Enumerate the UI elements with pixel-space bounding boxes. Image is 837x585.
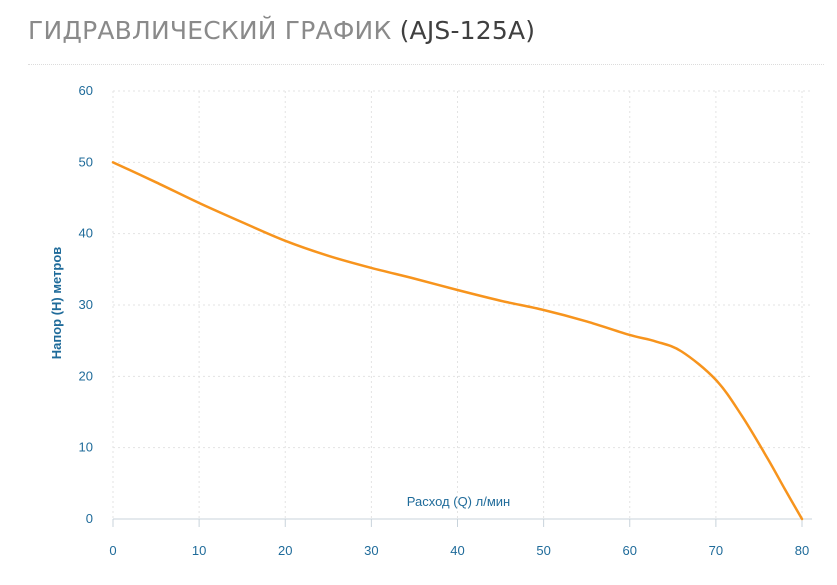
chart-title-model: (AJS-125A) [399, 16, 536, 45]
y-axis-label: Напор (H) метров [49, 247, 64, 360]
y-tick-label: 40 [79, 226, 93, 241]
y-tick-label: 50 [79, 154, 93, 169]
chart-title: ГИДРАВЛИЧЕСКИЙ ГРАФИК (AJS-125A) [28, 16, 535, 45]
series-line [111, 161, 804, 521]
x-tick-label: 40 [450, 543, 464, 558]
x-tick-label: 50 [536, 543, 550, 558]
x-tick-label: 60 [623, 543, 637, 558]
y-tick-label: 10 [79, 440, 93, 455]
y-tick-label: 60 [79, 83, 93, 98]
y-tick-label: 0 [86, 511, 93, 526]
y-axis-ticks: 0 10 20 30 40 50 60 [79, 83, 93, 526]
y-tick-label: 20 [79, 368, 93, 383]
chart-title-main: ГИДРАВЛИЧЕСКИЙ ГРАФИК [28, 16, 392, 45]
grid-lines [112, 90, 812, 519]
x-tick-label: 70 [709, 543, 723, 558]
x-tick-label: 80 [795, 543, 809, 558]
x-tick-label: 10 [192, 543, 206, 558]
x-tick-label: 20 [278, 543, 292, 558]
x-axis-ticks: 0 10 20 30 40 50 60 70 80 [109, 519, 809, 558]
x-axis-label: Расход (Q) л/мин [407, 494, 510, 509]
x-tick-label: 30 [364, 543, 378, 558]
x-tick-label: 0 [109, 543, 116, 558]
series-group [111, 161, 804, 521]
title-divider [28, 64, 824, 65]
y-tick-label: 30 [79, 297, 93, 312]
